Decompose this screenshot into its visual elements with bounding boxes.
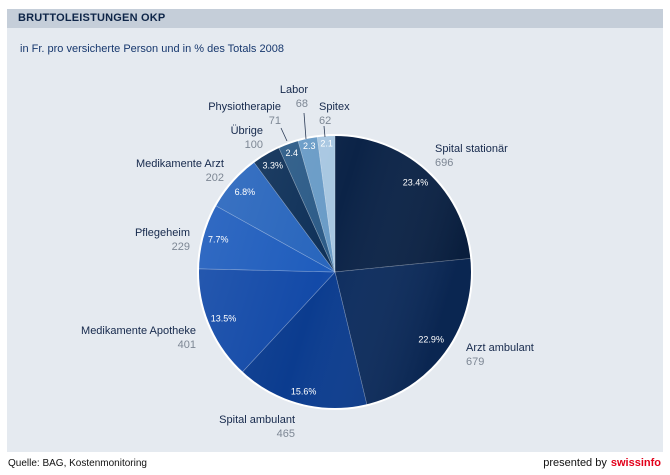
footer: Quelle: BAG, Kostenmonitoring presented … [0, 452, 670, 475]
slice-value-label: 202 [206, 172, 224, 184]
slice-labels: Spital stationär 696 Arzt ambulant 679 Spita… [81, 84, 534, 440]
slice-value-label: 401 [178, 339, 196, 351]
brand-logo-swiss: swiss [610, 457, 641, 469]
slice-percent-label: 23.4% [403, 177, 429, 187]
brand-logo-info: info [640, 457, 661, 469]
chart-subtitle: in Fr. pro versicherte Person und in % d… [20, 43, 284, 55]
slice-percent-label: 6.8% [235, 187, 256, 197]
slice-percent-label: 22.9% [418, 335, 444, 345]
slice-percent-label: 15.6% [291, 386, 317, 396]
slice-percent-label: 3.3% [263, 160, 284, 170]
slice-value-label: 229 [172, 241, 190, 253]
percent-labels: 23.4% 22.9% 15.6% 13.5% 7.7% 6.8% 3.3%2.4 2.3 2.… [208, 139, 444, 397]
leader-lines [280, 112, 326, 142]
slice-percent-label: 2.4 [286, 148, 299, 158]
slice-name-label: Medikamente Arzt [136, 158, 224, 170]
slice-value-label: 696 [435, 157, 453, 169]
leader-line [323, 125, 326, 138]
pie-shading [198, 135, 472, 409]
title-band: BRUTTOLEISTUNGEN OKP [7, 9, 663, 28]
leader-line [303, 112, 307, 140]
slice-name-label: Spital stationär [435, 143, 508, 155]
slice-value-label: 68 [296, 98, 308, 110]
slice-name-label: Spital ambulant [219, 414, 295, 426]
slice-percent-label: 2.1 [320, 139, 333, 149]
slice-name-label: Labor [280, 84, 308, 96]
slice-name-label: Übrige [231, 125, 263, 137]
slice-value-label: 71 [269, 115, 281, 127]
presented-by: presented by swissinfo [543, 457, 661, 470]
slice-percent-label: 7.7% [208, 235, 229, 245]
presented-by-label: presented by [543, 457, 607, 469]
slice-percent-label: 13.5% [211, 313, 237, 323]
leader-line [280, 127, 288, 142]
slice-value-label: 100 [245, 139, 263, 151]
slice-percent-label: 2.3 [303, 141, 316, 151]
pie-outline [197, 134, 473, 410]
slice-value-label: 62 [319, 115, 331, 127]
slice-name-label: Medikamente Apotheke [81, 325, 196, 337]
slice-name-label: Pflegeheim [135, 227, 190, 239]
slice-name-label: Spitex [319, 101, 350, 113]
slice-value-label: 465 [277, 428, 295, 440]
slice-name-label: Arzt ambulant [466, 342, 534, 354]
slice-name-label: Physiotherapie [208, 101, 281, 113]
source-note: Quelle: BAG, Kostenmonitoring [8, 458, 147, 469]
slice-value-label: 679 [466, 356, 484, 368]
chart-title: BRUTTOLEISTUNGEN OKP [18, 12, 166, 24]
